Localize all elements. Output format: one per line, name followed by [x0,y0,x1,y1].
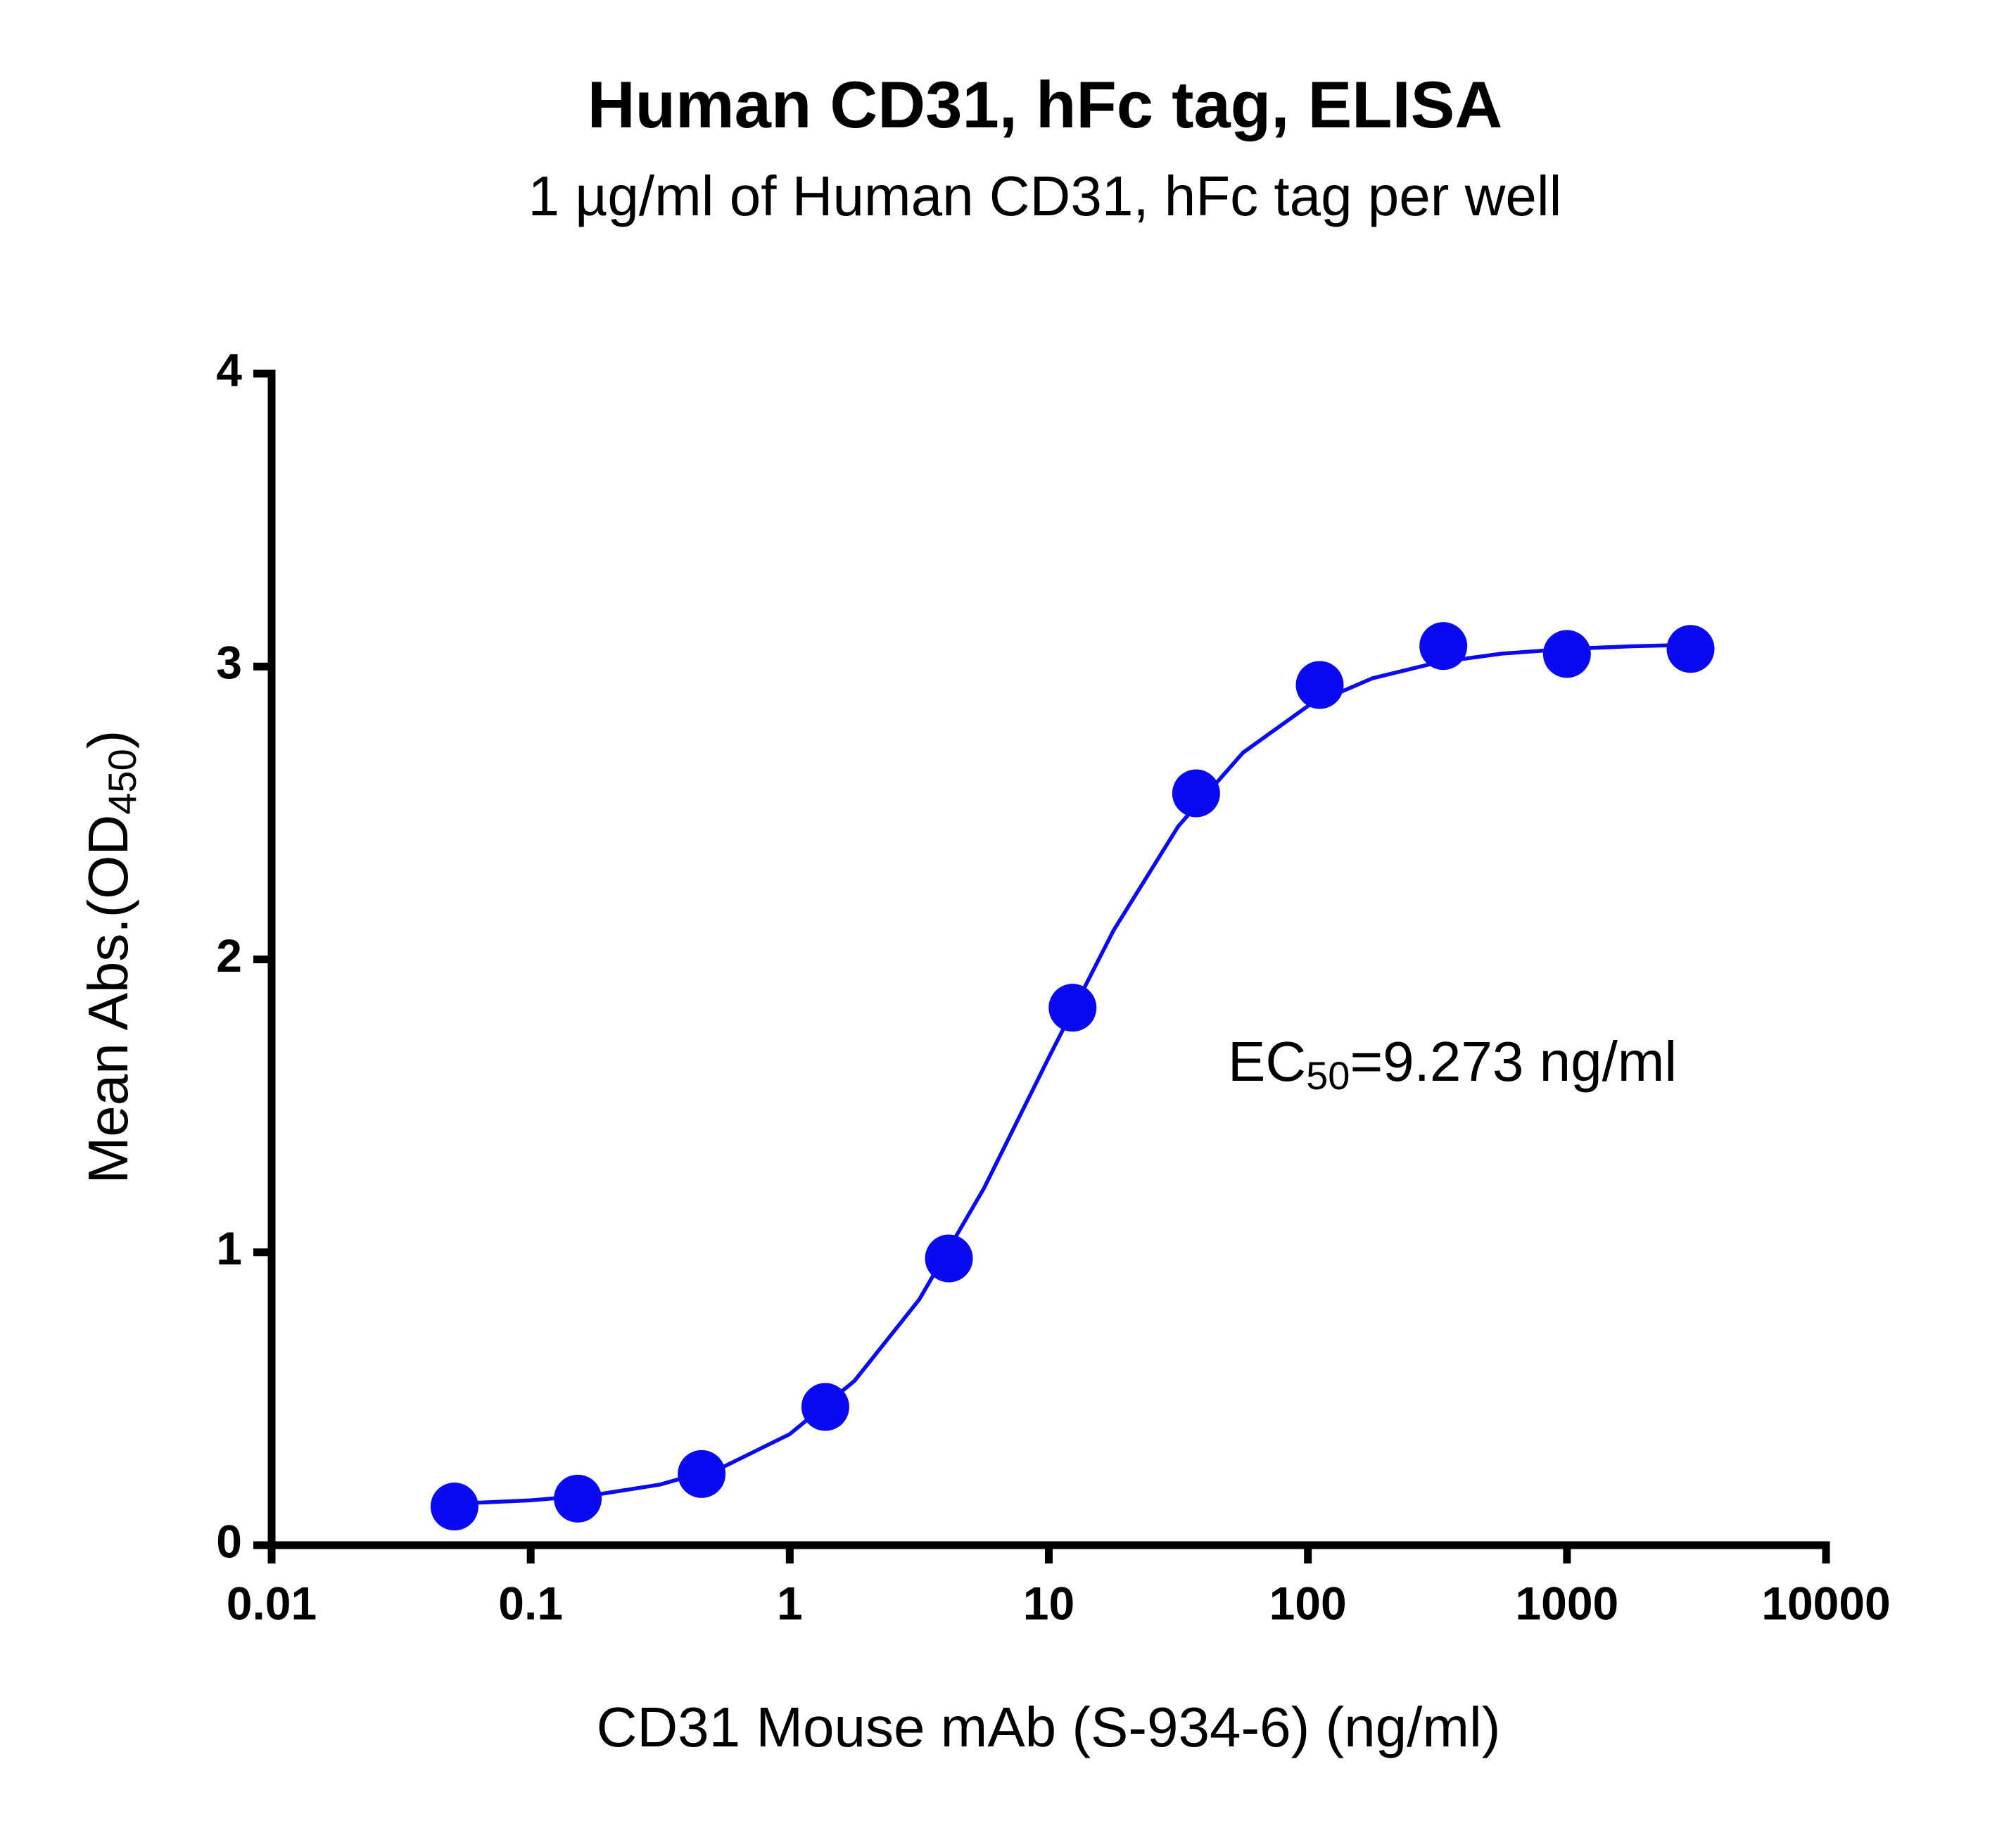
x-tick-label: 10000 [1761,1577,1891,1629]
y-label-text: Mean Abs.(OD [77,815,139,1184]
data-point [1295,661,1344,709]
annotation-text: EC [1228,1030,1306,1093]
y-label-end: ) [77,730,139,749]
x-tick-label: 0.1 [498,1577,563,1629]
data-point [925,1234,973,1283]
x-tick-label: 1000 [1515,1577,1618,1629]
x-tick-label: 0.01 [227,1577,317,1629]
data-point [554,1474,602,1523]
data-point [1666,625,1715,673]
x-tick-label: 10 [1023,1577,1074,1629]
chart-title: Human CD31, hFc tag, ELISA [588,68,1503,141]
data-point [678,1449,726,1498]
y-tick-label: 0 [216,1515,242,1567]
x-tick-label: 100 [1269,1577,1347,1629]
chart-subtitle: 1 µg/ml of Human CD31, hFc tag per well [528,165,1562,227]
data-point [1542,630,1591,678]
data-point [1419,622,1468,671]
annotation-end: =9.273 ng/ml [1350,1030,1677,1093]
y-tick-label: 2 [216,929,242,982]
data-point [801,1383,849,1431]
annotation-sub: 50 [1306,1053,1350,1098]
y-label-sub: 450 [100,749,144,814]
y-tick-label: 4 [216,343,242,395]
y-tick-label: 1 [216,1222,242,1274]
annotation: EC50=9.273 ng/ml [1228,1030,1677,1098]
data-point [430,1483,478,1531]
y-tick-label: 3 [216,637,242,689]
y-axis-label: Mean Abs.(OD450) [77,730,144,1184]
x-axis-label: CD31 Mouse mAb (S-934-6) (ng/ml) [597,1696,1501,1758]
x-tick-label: 1 [777,1577,803,1629]
data-point [1172,769,1220,818]
data-point [1048,984,1097,1032]
